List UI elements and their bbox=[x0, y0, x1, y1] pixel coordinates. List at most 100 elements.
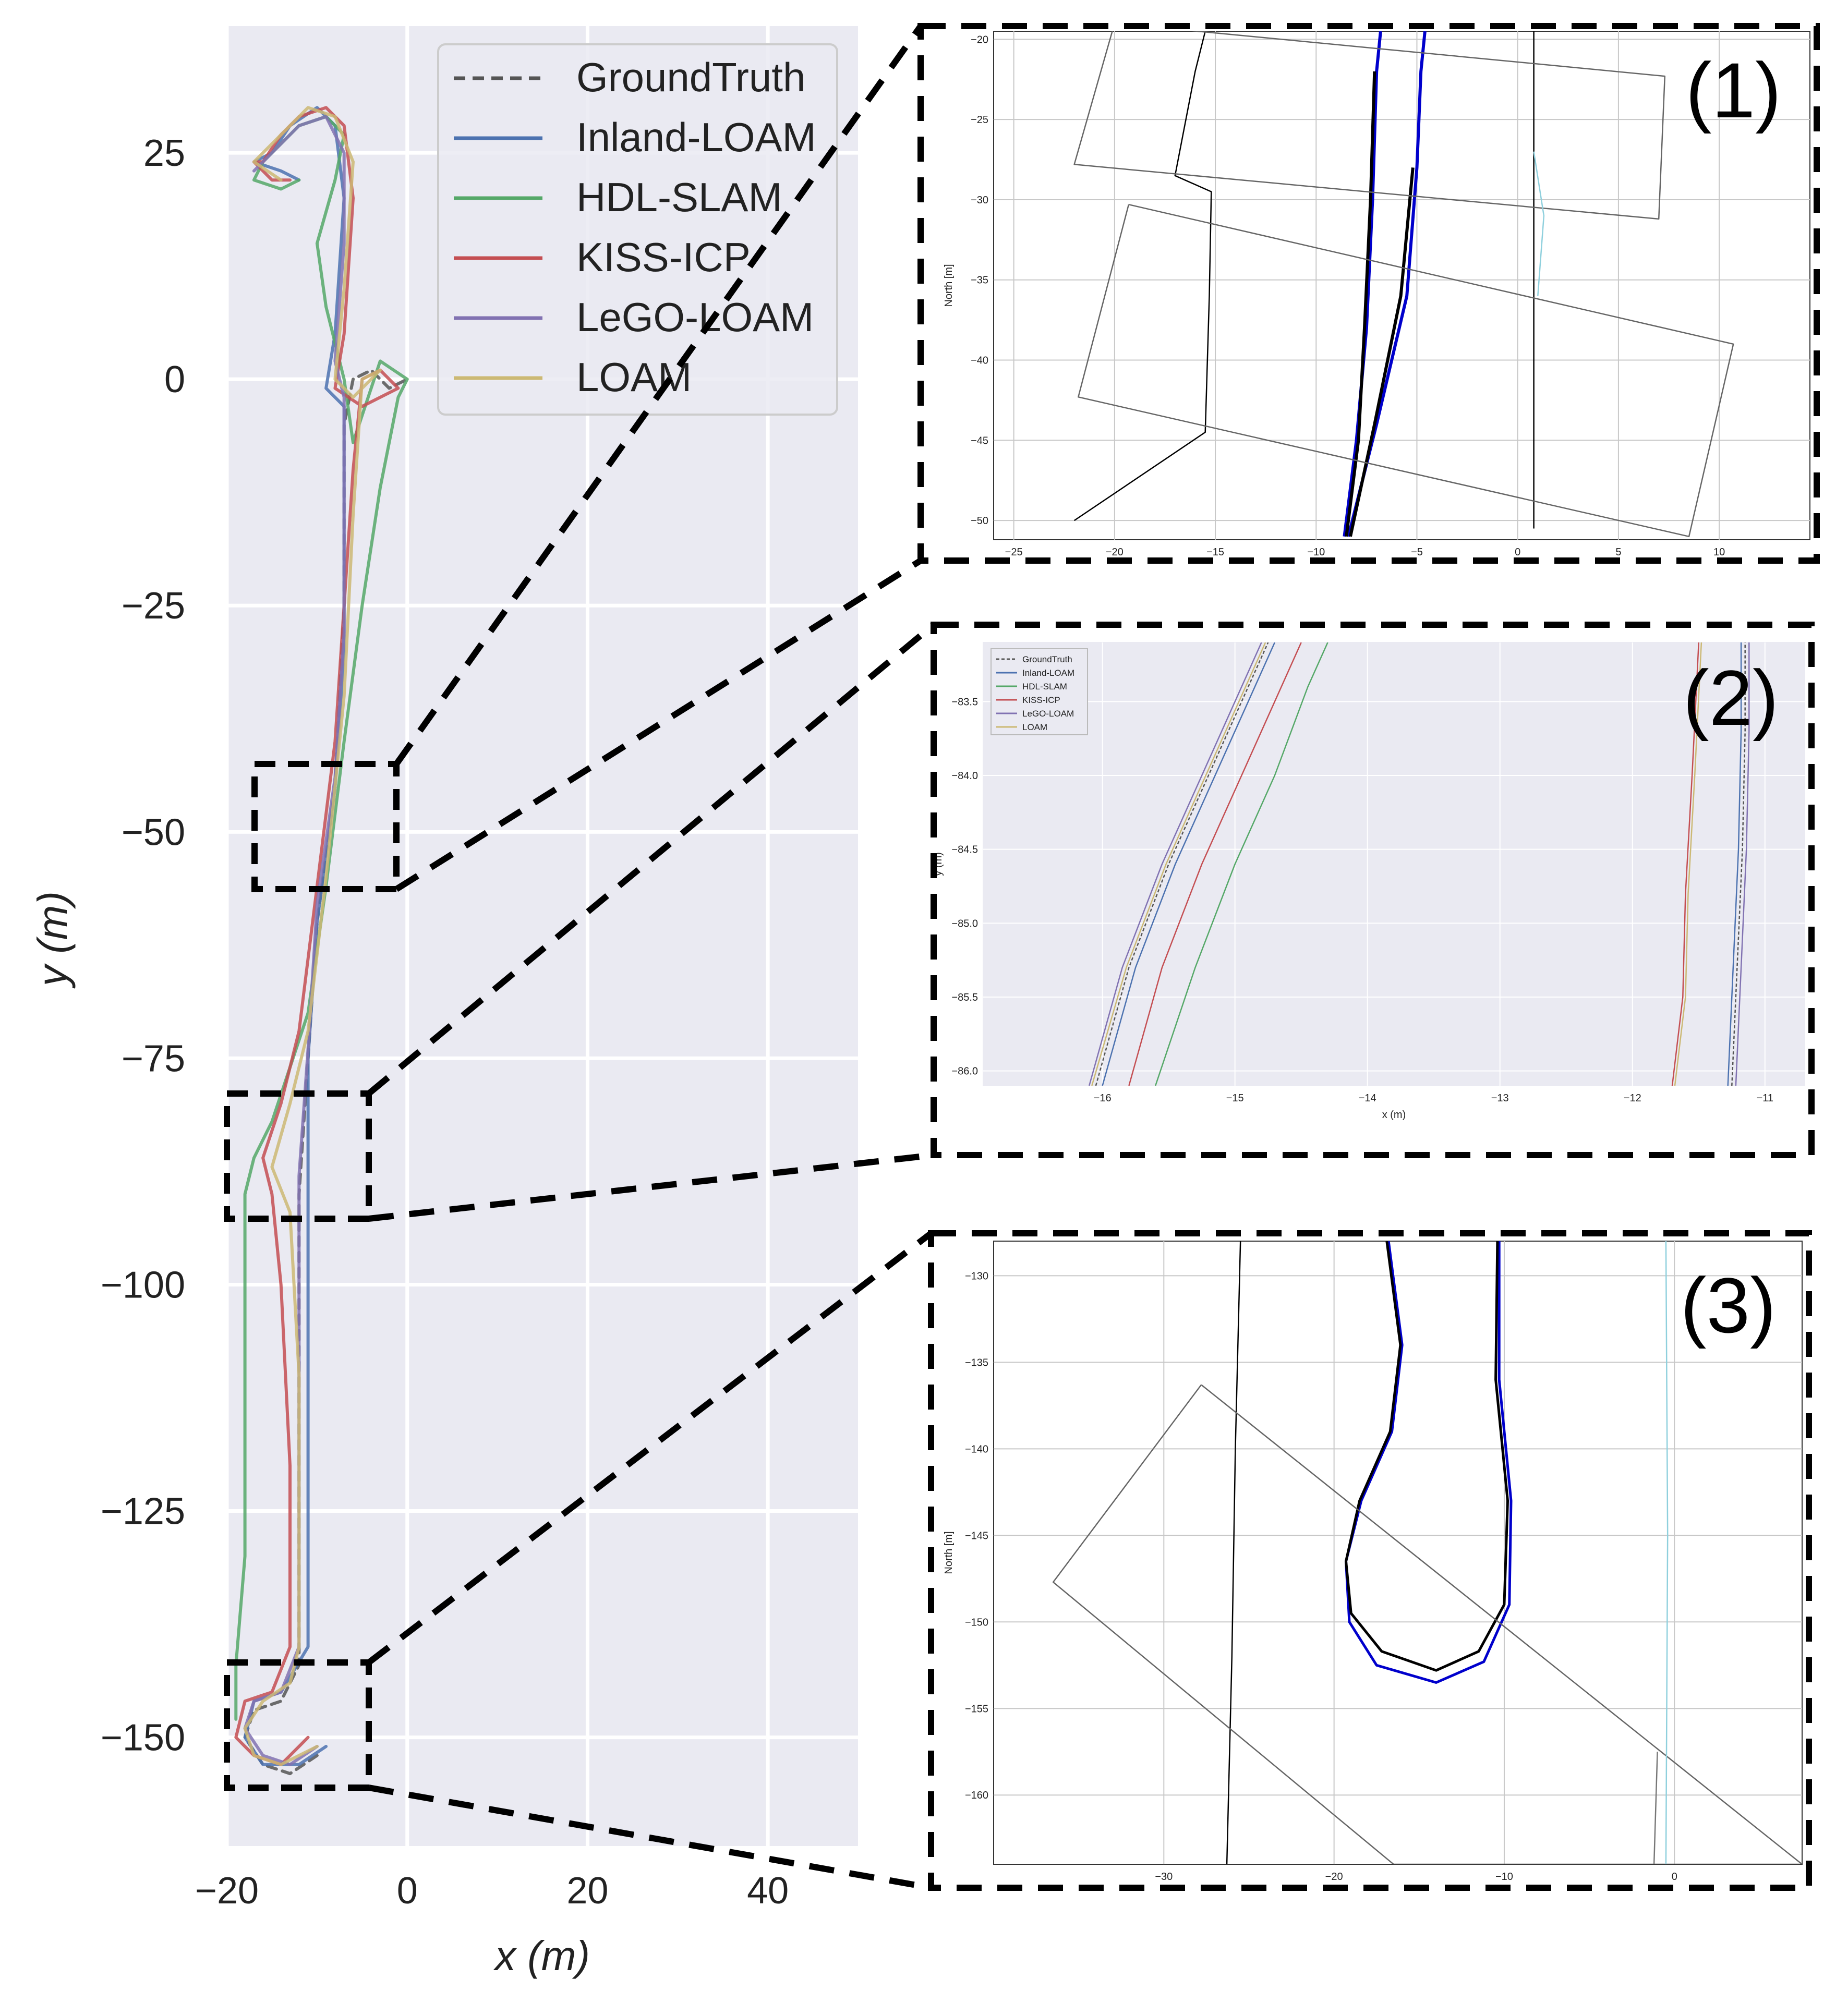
zoom-box-1 bbox=[251, 761, 400, 892]
inset1-line-cyan-trace bbox=[1533, 151, 1545, 296]
main-y-tick-label: −150 bbox=[101, 1717, 185, 1759]
main-tick-labels: −20 0 20 40 25 0 −25 −50 −75 −100 −125 −150 bbox=[101, 132, 789, 1912]
inset1-line-black-branch bbox=[1073, 31, 1212, 521]
inset1-line-black-track-left bbox=[1345, 71, 1376, 537]
zoom-box-3 bbox=[224, 1659, 372, 1791]
inset-3-border bbox=[928, 1230, 1812, 1891]
inset-3-chart: −30 −20 −10 0 −130 −135 −140 −145 −150 −155 −160 No… bbox=[943, 1241, 1803, 1883]
inset2-line-loam bbox=[1091, 642, 1266, 1086]
connector-2-top bbox=[367, 622, 936, 1096]
inset3-y-axis-label: North [m] bbox=[943, 1531, 955, 1574]
main-y-tick-label: −50 bbox=[122, 811, 185, 853]
inset3-x-tick-label: −30 bbox=[1155, 1871, 1173, 1883]
inset-2-border bbox=[931, 622, 1815, 1158]
inset-2-panel: −16 −15 −14 −13 −12 −11 −83.5 −84.0 −84.5 −85.0 −8… bbox=[931, 622, 1815, 1158]
inset2-line-inland-loam bbox=[1102, 642, 1276, 1086]
main-x-tick-label: 0 bbox=[397, 1870, 418, 1912]
inset2-y-tick-label: −84.5 bbox=[951, 844, 978, 856]
inset2-x-tick-label: −11 bbox=[1757, 1092, 1773, 1104]
inset3-line-gray-line-right bbox=[1653, 1752, 1658, 1864]
inset2-x-tick-label: −13 bbox=[1491, 1092, 1509, 1104]
inset1-x-tick-label: −20 bbox=[1106, 547, 1124, 558]
inset2-plot-area bbox=[983, 642, 1805, 1086]
inset-1-border bbox=[917, 23, 1820, 564]
inset3-line-cyan-trace bbox=[1665, 1241, 1669, 1864]
inset-3-label: (3) bbox=[1681, 1261, 1776, 1349]
inset1-x-tick-label: −10 bbox=[1307, 547, 1325, 558]
inset1-line-blue-track-left bbox=[1343, 31, 1382, 537]
inset1-y-tick-label: −45 bbox=[971, 435, 988, 446]
legend-label-groundtruth: GroundTruth bbox=[576, 54, 805, 100]
main-y-axis-label: y (m) bbox=[29, 891, 76, 989]
connector-3-top bbox=[367, 1231, 933, 1665]
inset3-x-tick-label: 0 bbox=[1672, 1871, 1677, 1883]
inset1-y-tick-label: −30 bbox=[971, 195, 988, 206]
inset2-y-tick-label: −83.5 bbox=[951, 696, 978, 708]
inset3-y-tick-label: −140 bbox=[965, 1443, 988, 1455]
inset1-line-black-track-right bbox=[1349, 167, 1415, 537]
main-series-lines bbox=[234, 106, 409, 1776]
inset2-x-axis-label: x (m) bbox=[1382, 1109, 1406, 1121]
inset2-legend-label-lego-loam: LeGO-LOAM bbox=[1022, 709, 1074, 719]
legend-label-lego-loam: LeGO-LOAM bbox=[576, 294, 814, 340]
main-y-tick-label: 0 bbox=[164, 359, 185, 400]
main-y-tick-label: −75 bbox=[122, 1038, 185, 1079]
inset2-y-tick-label: −86.0 bbox=[951, 1066, 978, 1077]
inset1-series bbox=[1073, 31, 1734, 538]
inset1-y-tick-label: −40 bbox=[971, 355, 988, 367]
inset3-line-blue-loop bbox=[1345, 1241, 1513, 1684]
main-y-tick-label: −25 bbox=[122, 585, 185, 627]
inset2-x-tick-label: −14 bbox=[1359, 1092, 1376, 1104]
main-y-tick-label: −125 bbox=[101, 1491, 185, 1533]
inset2-legend-label-inland-loam: Inland-LOAM bbox=[1022, 668, 1074, 678]
inset2-x-tick-label: −12 bbox=[1624, 1092, 1641, 1104]
inset2-line-lego-loam-right bbox=[1735, 642, 1750, 1086]
inset2-x-tick-label: −16 bbox=[1094, 1092, 1112, 1104]
inset2-line-groundtruth bbox=[1095, 642, 1269, 1086]
main-trajectory-chart: −20 0 20 40 25 0 −25 −50 −75 −100 −125 −150 x (m) y… bbox=[29, 26, 858, 1979]
main-y-tick-label: −100 bbox=[101, 1264, 185, 1306]
inset-3-panel: −30 −20 −10 0 −130 −135 −140 −145 −150 −155 −160 No… bbox=[928, 1230, 1812, 1891]
inset2-legend-frame bbox=[991, 648, 1088, 735]
inset1-x-tick-label: −15 bbox=[1206, 547, 1224, 558]
inset1-x-tick-label: 5 bbox=[1615, 547, 1621, 558]
inset2-line-hdl-slam bbox=[1155, 642, 1328, 1086]
series-line-loam bbox=[243, 106, 382, 1766]
inset1-x-tick-label: 10 bbox=[1713, 547, 1725, 558]
legend-label-loam: LOAM bbox=[576, 354, 692, 400]
inset1-y-tick-label: −35 bbox=[971, 275, 988, 286]
series-line-lego-loam bbox=[243, 115, 346, 1766]
inset2-y-tick-label: −84.0 bbox=[951, 770, 978, 782]
connector-1-top bbox=[394, 24, 923, 766]
connector-2-bottom bbox=[368, 1152, 934, 1222]
main-y-tick-label: 25 bbox=[143, 132, 185, 174]
inset2-legend-label-groundtruth: GroundTruth bbox=[1022, 654, 1072, 664]
zoom-box-2 bbox=[224, 1090, 372, 1222]
connector-1-bottom bbox=[394, 557, 923, 892]
inset1-line-box-lower bbox=[1078, 203, 1734, 538]
main-x-tick-label: 40 bbox=[747, 1870, 789, 1912]
inset3-y-tick-label: −150 bbox=[965, 1617, 988, 1628]
inset3-y-tick-label: −135 bbox=[965, 1357, 988, 1368]
zoom-connectors bbox=[367, 24, 936, 1891]
inset2-y-tick-label: −85.5 bbox=[951, 992, 978, 1003]
inset1-x-tick-label: −25 bbox=[1005, 547, 1023, 558]
inset3-x-tick-label: −10 bbox=[1495, 1871, 1513, 1883]
inset3-line-black-line-left bbox=[1226, 1241, 1241, 1864]
inset2-line-loam-right bbox=[1674, 642, 1702, 1086]
inset2-line-inland-loam-right bbox=[1727, 642, 1742, 1086]
inset-1-chart: −25 −20 −15 −10 −5 0 5 10−20−25−30−35−40−45−50N… bbox=[943, 31, 1810, 558]
inset1-y-axis-label: North [m] bbox=[943, 264, 955, 307]
inset-1-label: (1) bbox=[1686, 46, 1781, 134]
inset1-y-tick-label: −20 bbox=[971, 34, 988, 45]
inset2-y-tick-label: −85.0 bbox=[951, 918, 978, 929]
inset1-line-box-upper bbox=[1073, 31, 1666, 220]
inset2-legend-label-kiss-icp: KISS-ICP bbox=[1022, 695, 1060, 705]
inset3-line-diamond bbox=[1052, 1384, 1802, 1864]
inset1-x-tick-label: −5 bbox=[1411, 547, 1423, 558]
main-legend: GroundTruth Inland-LOAM HDL-SLAM KISS-ICP Le… bbox=[437, 43, 838, 416]
inset2-series bbox=[1088, 642, 1750, 1086]
inset1-y-tick-label: −50 bbox=[971, 515, 988, 527]
inset3-y-tick-label: −160 bbox=[965, 1790, 988, 1801]
